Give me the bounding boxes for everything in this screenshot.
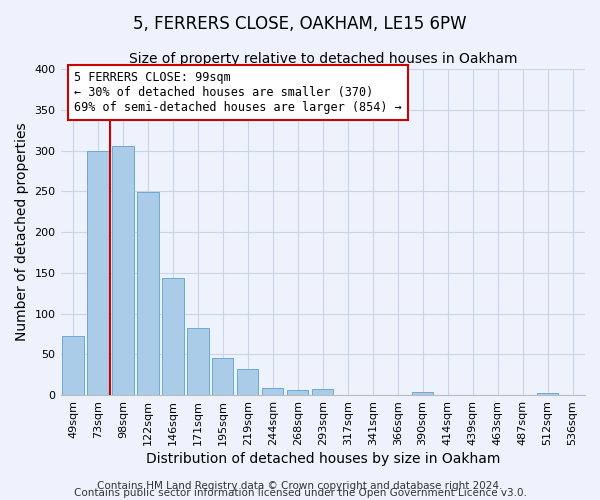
Bar bbox=[412, 392, 433, 395]
Text: Contains public sector information licensed under the Open Government Licence v3: Contains public sector information licen… bbox=[74, 488, 526, 498]
Bar bbox=[187, 328, 209, 395]
X-axis label: Distribution of detached houses by size in Oakham: Distribution of detached houses by size … bbox=[146, 452, 500, 466]
Bar bbox=[262, 388, 283, 395]
Bar bbox=[212, 358, 233, 395]
Bar bbox=[163, 278, 184, 395]
Bar bbox=[312, 390, 334, 395]
Bar bbox=[137, 192, 158, 395]
Bar bbox=[237, 369, 259, 395]
Bar bbox=[62, 336, 83, 395]
Bar bbox=[88, 150, 109, 395]
Bar bbox=[287, 390, 308, 395]
Bar bbox=[537, 392, 558, 395]
Text: 5, FERRERS CLOSE, OAKHAM, LE15 6PW: 5, FERRERS CLOSE, OAKHAM, LE15 6PW bbox=[133, 15, 467, 33]
Y-axis label: Number of detached properties: Number of detached properties bbox=[15, 122, 29, 342]
Text: 5 FERRERS CLOSE: 99sqm
← 30% of detached houses are smaller (370)
69% of semi-de: 5 FERRERS CLOSE: 99sqm ← 30% of detached… bbox=[74, 70, 402, 114]
Title: Size of property relative to detached houses in Oakham: Size of property relative to detached ho… bbox=[128, 52, 517, 66]
Bar bbox=[112, 146, 134, 395]
Text: Contains HM Land Registry data © Crown copyright and database right 2024.: Contains HM Land Registry data © Crown c… bbox=[97, 481, 503, 491]
